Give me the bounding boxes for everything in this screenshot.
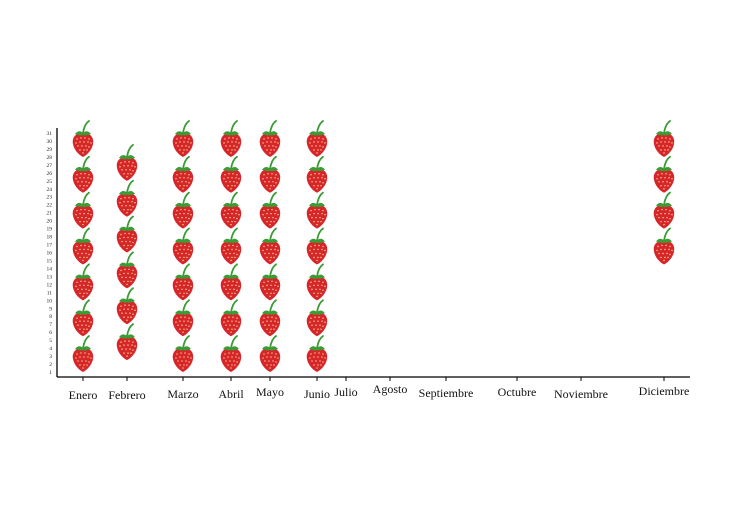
y-tick-label: 9 (49, 306, 52, 312)
x-tick-label-abril: Abril (218, 387, 244, 401)
strawberry-icon (258, 299, 282, 338)
y-tick-label: 19 (47, 227, 53, 233)
strawberry-icon (171, 191, 195, 230)
strawberry-icon (115, 251, 139, 290)
x-tick-label-noviembre: Noviembre (554, 387, 608, 401)
strawberry-icon (115, 179, 139, 218)
x-tick-label-octubre: Octubre (498, 385, 537, 399)
y-tick-label: 15 (47, 258, 53, 264)
x-tick-label-agosto: Agosto (373, 382, 408, 396)
strawberry-icon (71, 155, 95, 194)
strawberry-icon (258, 227, 282, 266)
y-tick-label: 7 (49, 322, 52, 328)
y-tick-label: 26 (47, 171, 53, 177)
y-tick-label: 30 (47, 139, 53, 145)
strawberry-icon (305, 299, 329, 338)
y-tick-label: 16 (47, 251, 53, 257)
y-tick-label: 17 (47, 243, 53, 249)
strawberry-icon (115, 143, 139, 182)
strawberry-icon (219, 299, 243, 338)
y-tick-label: 12 (47, 282, 53, 288)
strawberry-icon (219, 227, 243, 266)
y-tick-label: 1 (49, 370, 52, 376)
y-tick-label: 21 (47, 211, 53, 217)
strawberry-icon (258, 191, 282, 230)
y-tick-label: 22 (47, 203, 53, 209)
y-tick-label: 14 (47, 266, 53, 272)
strawberry-icon (305, 120, 329, 158)
x-tick-label-marzo: Marzo (167, 387, 198, 401)
strawberry-icon (71, 191, 95, 230)
y-tick-label: 23 (47, 195, 53, 201)
y-tick-label: 28 (47, 155, 53, 161)
strawberry-icon (258, 155, 282, 194)
strawberry-icon (115, 287, 139, 326)
x-tick-label-enero: Enero (69, 388, 98, 402)
strawberry-icon (71, 299, 95, 338)
strawberry-icon (305, 155, 329, 194)
y-tick-label: 8 (49, 314, 52, 320)
strawberry-icon (171, 299, 195, 338)
y-tick-label: 24 (47, 187, 53, 193)
y-tick-label: 31 (47, 131, 53, 137)
y-tick-label: 2 (49, 362, 52, 368)
y-tick-label: 11 (47, 290, 53, 296)
x-tick-label-julio: Julio (334, 385, 357, 399)
strawberry-icon (258, 335, 282, 373)
strawberry-icon (71, 120, 95, 158)
x-tick-label-mayo: Mayo (256, 385, 284, 399)
y-tick-label: 10 (47, 298, 53, 304)
strawberry-icon (219, 335, 243, 373)
strawberry-icon (219, 155, 243, 194)
y-tick-label: 4 (49, 346, 52, 352)
y-tick-label: 13 (47, 274, 53, 280)
strawberry-icon (71, 263, 95, 302)
strawberry-icon (652, 120, 676, 158)
x-tick-label-junio: Junio (304, 387, 330, 401)
y-tick-label: 5 (49, 338, 52, 344)
y-tick-label: 18 (47, 235, 53, 241)
strawberry-icon (305, 191, 329, 230)
strawberry-icon (71, 335, 95, 373)
y-tick-label: 25 (47, 179, 53, 185)
x-tick-label-diciembre: Diciembre (639, 384, 690, 398)
strawberry-icon (305, 227, 329, 266)
strawberry-icon (115, 215, 139, 254)
strawberry-icon (171, 263, 195, 302)
y-tick-label: 29 (47, 147, 53, 153)
strawberry-icon (171, 227, 195, 266)
strawberry-icon (258, 120, 282, 158)
strawberry-icon (115, 323, 139, 362)
strawberry-icon (652, 155, 676, 194)
y-tick-label: 27 (47, 163, 53, 169)
strawberry-icon (219, 263, 243, 302)
y-tick-label: 6 (49, 330, 52, 336)
strawberry-icon (171, 155, 195, 194)
strawberry-icon (219, 120, 243, 158)
strawberry-icon (305, 263, 329, 302)
strawberry-icon (258, 263, 282, 302)
y-tick-label: 20 (47, 219, 53, 225)
strawberry-icon (652, 191, 676, 230)
strawberry-icon (652, 227, 676, 266)
strawberry-icon (71, 227, 95, 266)
y-tick-label: 3 (49, 354, 52, 360)
x-tick-label-febrero: Febrero (108, 388, 145, 402)
strawberry-icon (171, 120, 195, 158)
strawberry-icon (305, 335, 329, 373)
strawberry-icon (219, 191, 243, 230)
strawberry-icon (171, 335, 195, 373)
x-tick-label-septiembre: Septiembre (419, 386, 474, 400)
